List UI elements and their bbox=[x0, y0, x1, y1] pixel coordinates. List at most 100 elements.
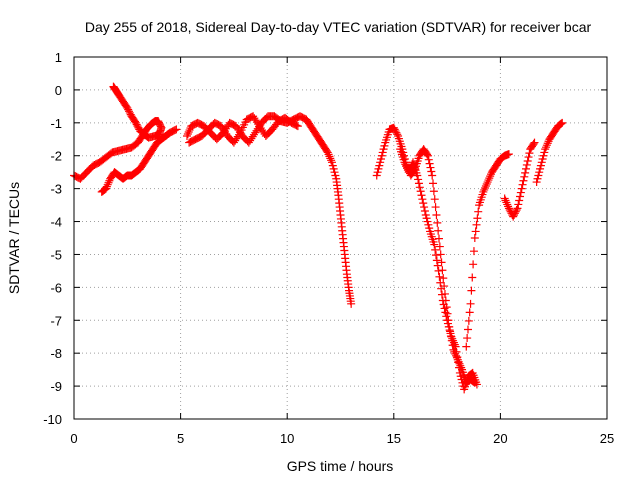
data-point bbox=[171, 126, 180, 135]
data-point bbox=[135, 125, 144, 134]
data-point bbox=[379, 145, 388, 154]
data-point bbox=[417, 191, 426, 200]
data-point bbox=[377, 155, 386, 164]
data-point bbox=[481, 183, 490, 192]
data-point bbox=[126, 110, 135, 119]
data-point bbox=[544, 137, 553, 146]
series-segment-1 bbox=[70, 82, 166, 183]
data-point bbox=[486, 172, 495, 181]
data-point bbox=[182, 131, 191, 140]
data-point bbox=[522, 160, 531, 169]
x-axis-label: GPS time / hours bbox=[287, 458, 394, 474]
data-point bbox=[326, 154, 335, 163]
data-point bbox=[505, 206, 514, 215]
data-point bbox=[529, 139, 538, 148]
data-point bbox=[501, 196, 510, 205]
series-segment-2 bbox=[97, 125, 181, 196]
data-point bbox=[104, 178, 113, 187]
data-point bbox=[436, 278, 445, 287]
data-point bbox=[536, 161, 545, 170]
data-point bbox=[468, 273, 477, 282]
data-point bbox=[324, 150, 333, 159]
data-point bbox=[521, 168, 530, 177]
data-point bbox=[538, 155, 547, 164]
data-point bbox=[329, 164, 338, 173]
data-point bbox=[443, 316, 452, 325]
y-tick-label: -5 bbox=[50, 247, 62, 262]
data-point bbox=[467, 286, 476, 295]
data-point bbox=[519, 176, 528, 185]
data-point bbox=[469, 260, 478, 269]
data-point bbox=[437, 284, 446, 293]
data-point bbox=[524, 153, 533, 162]
data-point bbox=[541, 145, 550, 154]
data-point bbox=[390, 125, 399, 134]
x-ticks: 0 5 10 15 20 25 bbox=[70, 57, 614, 446]
data-point bbox=[504, 202, 513, 211]
y-tick-label: -3 bbox=[50, 182, 62, 197]
data-point bbox=[451, 342, 460, 351]
data-point bbox=[482, 180, 491, 189]
data-point bbox=[185, 126, 194, 135]
data-point bbox=[435, 272, 444, 281]
data-point bbox=[423, 151, 432, 160]
series-segment-6 bbox=[396, 145, 481, 394]
data-point bbox=[184, 128, 193, 137]
data-point bbox=[133, 122, 142, 131]
data-point bbox=[293, 122, 302, 131]
data-point bbox=[540, 148, 549, 157]
data-point bbox=[429, 187, 438, 196]
data-point bbox=[391, 127, 400, 136]
data-point bbox=[530, 138, 539, 147]
data-point bbox=[502, 198, 511, 207]
x-tick-label: 20 bbox=[493, 431, 507, 446]
data-point bbox=[521, 164, 530, 173]
data-point bbox=[373, 168, 382, 177]
data-point bbox=[556, 120, 565, 129]
data-point bbox=[102, 182, 111, 191]
data-point bbox=[456, 372, 465, 381]
data-point bbox=[536, 164, 545, 173]
data-point bbox=[510, 210, 519, 219]
data-point bbox=[322, 147, 331, 156]
y-tick-label: -2 bbox=[50, 149, 62, 164]
series-segment-9 bbox=[532, 118, 567, 187]
data-point bbox=[424, 220, 433, 229]
data-point bbox=[457, 375, 466, 384]
x-tick-label: 25 bbox=[600, 431, 614, 446]
data-point bbox=[480, 185, 489, 194]
data-point bbox=[442, 312, 451, 321]
data-point bbox=[479, 187, 488, 196]
data-point bbox=[504, 204, 513, 213]
data-point bbox=[429, 179, 438, 188]
data-point bbox=[452, 347, 461, 356]
data-point bbox=[516, 192, 525, 201]
data-point bbox=[450, 340, 459, 349]
data-point bbox=[443, 319, 452, 328]
data-point bbox=[454, 358, 463, 367]
data-point bbox=[401, 160, 410, 169]
data-point bbox=[434, 226, 443, 235]
data-point bbox=[414, 179, 423, 188]
data-point bbox=[455, 363, 464, 372]
data-point bbox=[532, 178, 541, 187]
data-point bbox=[510, 209, 519, 218]
data-point bbox=[455, 368, 464, 377]
data-point bbox=[389, 123, 398, 132]
data-point bbox=[420, 203, 429, 212]
data-point bbox=[543, 139, 552, 148]
data-point bbox=[449, 338, 458, 347]
data-point bbox=[427, 167, 436, 176]
y-tick-label: -7 bbox=[50, 313, 62, 328]
data-point bbox=[440, 304, 449, 313]
data-point bbox=[292, 121, 301, 130]
data-point bbox=[472, 220, 481, 229]
data-point bbox=[500, 194, 509, 203]
data-point bbox=[509, 212, 518, 221]
data-point bbox=[558, 118, 567, 127]
data-point bbox=[400, 158, 409, 167]
data-point bbox=[503, 200, 512, 209]
data-point bbox=[518, 180, 527, 189]
data-point bbox=[470, 234, 479, 242]
